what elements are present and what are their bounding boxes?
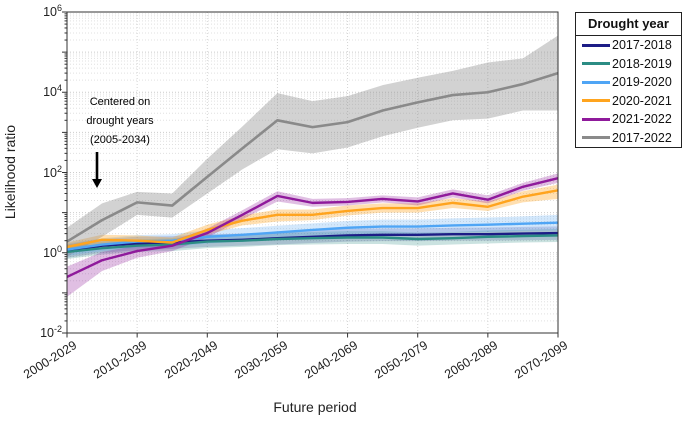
annotation-text: Centered on drought years (2005-2034): [72, 93, 168, 150]
confidence-band-2020-2021: [67, 184, 558, 252]
x-axis-title: Future period: [273, 399, 357, 415]
y-tick-label: 10-2: [40, 324, 62, 341]
legend-swatch: [582, 80, 610, 84]
legend-entry: 2021-2022: [576, 110, 681, 129]
legend-entry-label: 2017-2022: [612, 130, 672, 145]
annotation-line: (2005-2034): [90, 134, 150, 146]
series-line-2021-2022: [66, 177, 559, 278]
series-line-2020-2021: [66, 189, 559, 249]
legend-entry-label: 2018-2019: [612, 56, 672, 71]
legend-entry-label: 2020-2021: [612, 93, 672, 108]
y-axis-title: Likelihood ratio: [2, 124, 18, 220]
legend-entry: 2018-2019: [576, 55, 681, 74]
confidence-band-2018-2019: [67, 229, 558, 259]
series-line-2018-2019: [66, 234, 559, 254]
annotation-arrow-head: [92, 179, 102, 188]
legend-entry: 2019-2020: [576, 73, 681, 92]
y-tick-label: 100: [43, 243, 62, 260]
legend-entry-label: 2019-2020: [612, 75, 672, 90]
legend-entry: 2017-2018: [576, 36, 681, 55]
legend-swatch: [582, 62, 610, 66]
legend-swatch: [582, 43, 610, 47]
legend-swatch: [582, 117, 610, 121]
legend-title: Drought year: [576, 13, 681, 36]
legend-entry: 2020-2021: [576, 92, 681, 111]
legend-entry-label: 2021-2022: [612, 112, 672, 127]
confidence-band-2017-2022: [67, 35, 558, 257]
y-tick-label: 106: [43, 3, 62, 20]
y-tick-label: 104: [43, 83, 62, 100]
series-line-2017-2022: [66, 71, 559, 243]
legend: Drought year 2017-2018 2018-2019 2019-2020…: [575, 12, 682, 148]
y-tick-label: 102: [43, 163, 62, 180]
annotation-line: drought years: [86, 115, 154, 127]
annotation-line: Centered on: [89, 96, 151, 108]
legend-swatch: [582, 136, 610, 140]
legend-swatch: [582, 99, 610, 103]
legend-entry: 2017-2022: [576, 129, 681, 148]
legend-entry-label: 2017-2018: [612, 38, 672, 53]
series-line-2017-2018: [66, 231, 559, 253]
legend-entries: 2017-2018 2018-2019 2019-2020 2020-2021 2021…: [576, 36, 681, 147]
